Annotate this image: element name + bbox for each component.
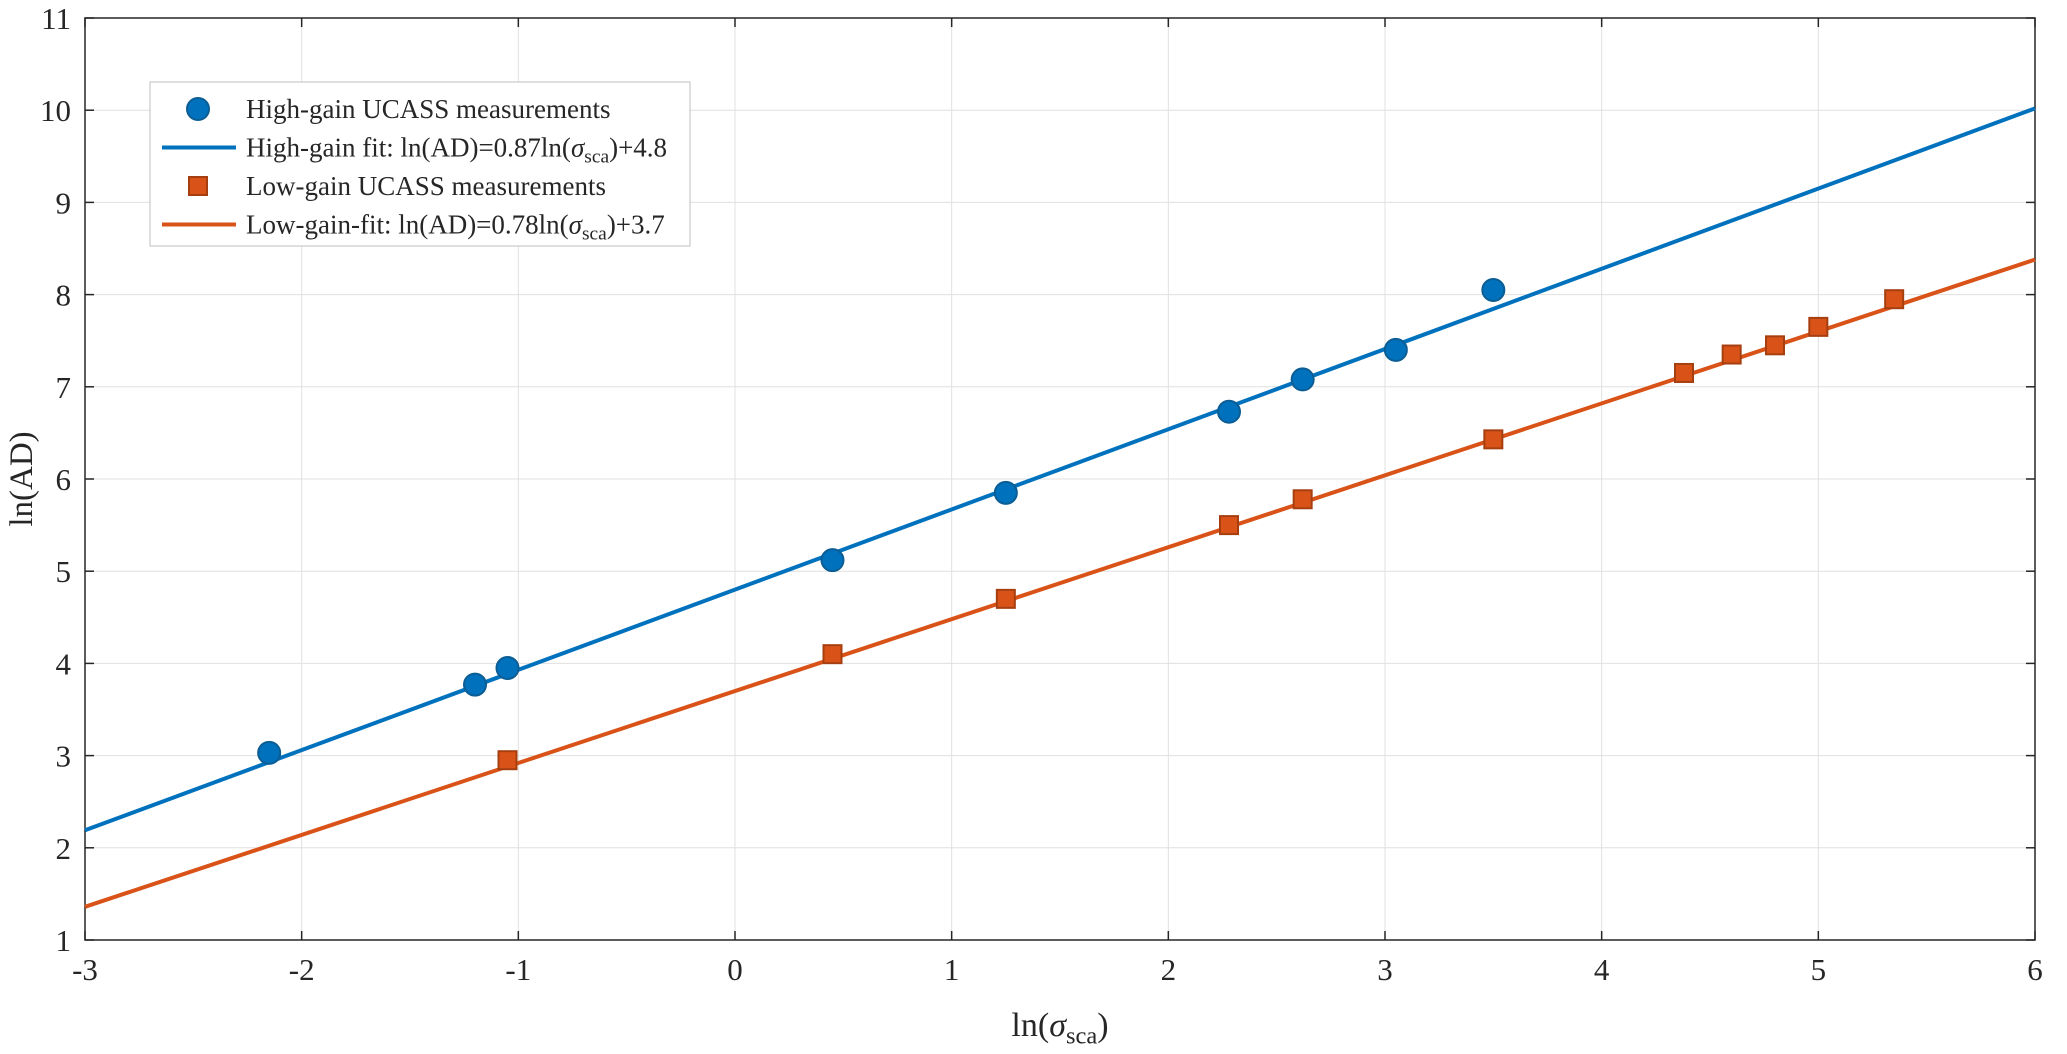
label-segment: Low-gain UCASS measurements (246, 171, 606, 201)
legend-marker-circle (186, 97, 210, 121)
data-point-square (822, 644, 843, 665)
label-segment: σ (569, 210, 584, 240)
x-tick-label: -3 (72, 952, 98, 987)
x-tick-label: 3 (1377, 952, 1393, 987)
data-point-square (497, 750, 518, 771)
label-segment: ) (1097, 1007, 1108, 1044)
legend-box (149, 81, 691, 247)
legend-entry-label: High-gain fit: ln(AD)=0.87ln(σsca)+4.8 (246, 133, 667, 168)
label-segment: )+3.7 (607, 210, 665, 240)
x-tick-label: -1 (505, 952, 531, 987)
label-segment: σ (1049, 1007, 1067, 1044)
data-point-square (1674, 362, 1694, 383)
x-tick-label: 0 (727, 952, 743, 987)
y-axis-label: ln(AD) (4, 431, 40, 526)
legend-entry-label: Low-gain-fit: ln(AD)=0.78ln(σsca)+3.7 (246, 210, 665, 245)
data-point-square (995, 588, 1016, 609)
y-tick-label: 10 (40, 93, 71, 128)
data-point-circle (1217, 399, 1241, 424)
x-tick-label: -2 (289, 952, 315, 987)
label-segment: High-gain fit: ln(AD)=0.87ln( (246, 133, 571, 163)
data-point-square (1292, 489, 1313, 510)
x-tick-label: 5 (1811, 952, 1827, 987)
x-tick-label: 2 (1161, 952, 1177, 987)
data-point-circle (993, 480, 1018, 505)
x-tick-label: 6 (2027, 952, 2043, 987)
legend-entry-label: High-gain UCASS measurements (246, 94, 610, 124)
label-subscript: sca (584, 146, 609, 167)
data-point-circle (1383, 337, 1408, 362)
legend-entry-label: Low-gain UCASS measurements (246, 171, 606, 201)
legend: High-gain UCASS measurements High-gain fi… (149, 81, 691, 247)
x-tick-label: 4 (1594, 952, 1610, 987)
y-tick-label: 7 (56, 370, 72, 405)
y-tick-label: 3 (56, 739, 72, 774)
data-point-square (1765, 335, 1785, 356)
fit-line (84, 106, 2036, 833)
data-point-circle (820, 548, 845, 573)
y-tick-label: 5 (56, 554, 72, 589)
data-point-square (1884, 289, 1905, 310)
data-point-circle (1290, 367, 1315, 392)
data-point-square (1219, 515, 1239, 536)
data-point-circle (463, 672, 487, 697)
y-tick-label: 6 (56, 462, 72, 497)
label-segment: )+4.8 (609, 133, 667, 163)
y-tick-label: 11 (41, 1, 71, 36)
label-segment: σ (571, 133, 586, 163)
data-point-circle (257, 740, 282, 765)
label-subscript: sca (1066, 1022, 1097, 1049)
legend-marker-square (188, 176, 208, 196)
data-point-square (1483, 429, 1504, 450)
label-segment: Low-gain-fit: ln(AD)=0.78ln( (246, 210, 569, 240)
x-tick-label: 1 (944, 952, 960, 987)
data-point-circle (1481, 277, 1506, 302)
y-tick-label: 8 (56, 278, 72, 313)
fit-line (84, 257, 2036, 909)
x-axis-label: ln(σsca) (1011, 1007, 1108, 1049)
label-segment: High-gain UCASS measurements (246, 94, 610, 124)
data-point-circle (495, 656, 520, 681)
label-segment: ln( (1011, 1007, 1049, 1044)
data-point-square (1721, 344, 1742, 365)
y-tick-label: 9 (56, 185, 72, 220)
data-point-square (1808, 316, 1829, 337)
label-subscript: sca (582, 223, 607, 244)
y-tick-label: 2 (56, 831, 72, 866)
y-tick-label: 4 (56, 646, 72, 681)
y-tick-label: 1 (56, 923, 72, 958)
